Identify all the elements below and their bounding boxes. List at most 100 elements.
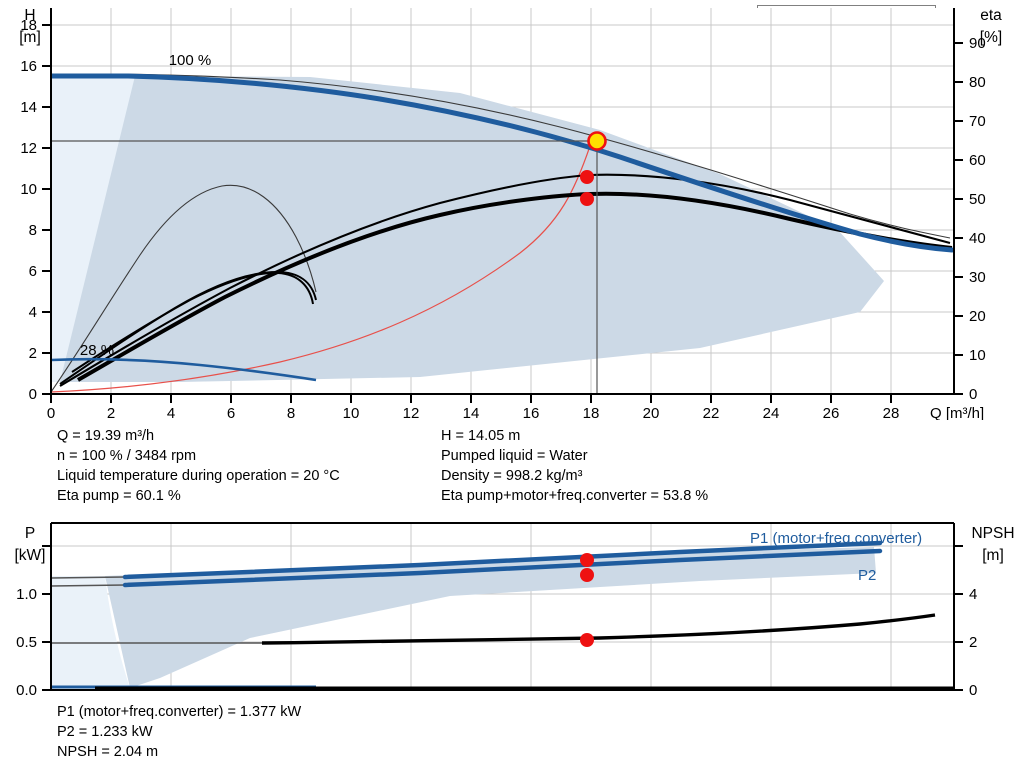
top-y2-axis-unit: [%] — [980, 29, 1002, 46]
curve-npsh — [261, 613, 936, 645]
bottom-y2-tick-labels: 0 2 4 — [969, 586, 977, 698]
bottom-envelope-light — [51, 576, 130, 688]
top-y2-tick-labels: 0 10 20 30 40 50 60 70 80 90 — [969, 35, 986, 403]
duty-point-marker[interactable] — [587, 131, 607, 151]
bottom-y-tick-labels: 0.0 0.5 1.0 — [16, 586, 37, 698]
top-y2-axis-name: eta — [980, 7, 1002, 24]
top-x-tick: 10 — [343, 405, 360, 420]
top-x-tick: 8 — [287, 405, 295, 420]
top-y-tick: 10 — [20, 181, 37, 198]
top-y2-tick: 20 — [969, 308, 986, 325]
curve-red-system — [51, 145, 591, 393]
bottom-y2-ticks — [954, 545, 963, 691]
top-y-tick: 14 — [20, 99, 37, 116]
top-x-tick: 28 — [883, 405, 900, 420]
top-x-tick: 4 — [167, 405, 175, 420]
top-y-tick-labels: 0 2 4 6 8 10 12 14 16 18 — [20, 17, 37, 403]
info-pumped-liquid: Pumped liquid = Water — [441, 448, 588, 464]
info-h: H = 14.05 m — [441, 428, 521, 444]
curve-eta-partial-2 — [59, 270, 317, 385]
top-y2-tick: 70 — [969, 113, 986, 130]
top-y-tick: 18 — [20, 17, 37, 34]
bottom-y-axis-unit: [kW] — [15, 547, 46, 564]
curve-eta-total — [59, 173, 951, 387]
power-npsh-chart: P1 (motor+freq.converter) P2 0.0 0.5 1.0… — [15, 522, 1015, 698]
bottom-y2-axis-name: NPSH — [971, 525, 1014, 542]
top-y2-tick: 80 — [969, 74, 986, 91]
top-y-axis-name: H — [24, 7, 35, 24]
top-y-tick: 16 — [20, 58, 37, 75]
npsh-marker[interactable] — [580, 633, 594, 647]
curve-eta-pump — [77, 191, 953, 382]
info-p1: P1 (motor+freq.converter) = 1.377 kW — [57, 704, 302, 720]
bottom-y-axis-name: P — [25, 525, 35, 542]
top-y2-tick: 0 — [969, 386, 977, 403]
info-liquid-temperature: Liquid temperature during operation = 20… — [57, 468, 340, 484]
info-q: Q = 19.39 m³/h — [57, 428, 155, 444]
top-y2-tick: 30 — [969, 269, 986, 286]
bottom-envelope-main — [105, 547, 876, 688]
bottom-y2-tick: 4 — [969, 586, 977, 603]
curve-p1 — [122, 540, 883, 580]
top-x-tick: 16 — [523, 405, 540, 420]
top-y-tick: 12 — [20, 140, 37, 157]
curve-h-28 — [51, 357, 317, 382]
p1-curve-label: P1 (motor+freq.converter) — [750, 530, 922, 547]
curve-eta-low-speed — [51, 184, 317, 393]
top-envelope-main — [60, 76, 884, 382]
info-eta-pump: Eta pump = 60.1 % — [57, 488, 181, 504]
top-y2-tick: 10 — [969, 347, 986, 364]
top-y-tick: 8 — [29, 222, 37, 239]
top-x-axis-label: Q [m³/h] — [930, 405, 984, 420]
bottom-y-tick: 0.5 — [16, 634, 37, 651]
curve-p2 — [122, 548, 883, 588]
p2-curve-label: P2 — [858, 567, 876, 584]
top-y2-tick: 50 — [969, 191, 986, 208]
top-x-tick: 20 — [643, 405, 660, 420]
p2-marker[interactable] — [580, 568, 594, 582]
bottom-y2-tick: 2 — [969, 634, 977, 651]
top-x-tick: 0 — [47, 405, 55, 420]
top-x-tick: 18 — [583, 405, 600, 420]
top-y2-tick: 60 — [969, 152, 986, 169]
power-info: P1 (motor+freq.converter) = 1.377 kW P2 … — [57, 702, 301, 762]
top-y2-ticks — [954, 42, 963, 395]
info-n: n = 100 % / 3484 rpm — [57, 448, 197, 464]
bottom-y2-axis-unit: [m] — [982, 547, 1004, 564]
bottom-y2-tick: 0 — [969, 682, 977, 698]
bottom-y-tick: 0.0 — [16, 682, 37, 698]
top-x-tick: 14 — [463, 405, 480, 420]
p1-marker[interactable] — [580, 553, 594, 567]
top-y-tick: 2 — [29, 345, 37, 362]
top-x-ticks — [50, 394, 892, 403]
top-y-tick: 6 — [29, 263, 37, 280]
duty-info-right: H = 14.05 m Pumped liquid = Water Densit… — [441, 426, 708, 506]
top-y-tick: 0 — [29, 386, 37, 403]
info-eta-total: Eta pump+motor+freq.converter = 53.8 % — [441, 488, 709, 504]
annotation-28-percent: 28 % — [80, 342, 114, 359]
top-y2-tick: 90 — [969, 35, 986, 52]
top-y-axis-unit: [m] — [19, 29, 41, 46]
info-p2: P2 = 1.233 kW — [57, 724, 153, 740]
top-x-tick: 26 — [823, 405, 840, 420]
top-y-ticks — [42, 24, 51, 395]
top-y-tick: 4 — [29, 304, 37, 321]
annotation-100-percent: 100 % — [169, 52, 212, 69]
info-density: Density = 998.2 kg/m³ — [441, 468, 583, 484]
top-x-tick: 2 — [107, 405, 115, 420]
curve-h-100 — [51, 73, 954, 253]
eta-pump-marker[interactable] — [580, 192, 594, 206]
curve-p2-left — [51, 584, 126, 587]
top-x-tick: 6 — [227, 405, 235, 420]
curve-p1-left — [51, 576, 126, 579]
bottom-y-tick: 1.0 — [16, 586, 37, 603]
bottom-y-ticks — [42, 545, 51, 691]
duty-info-left: Q = 19.39 m³/h n = 100 % / 3484 rpm Liqu… — [57, 426, 340, 506]
head-efficiency-chart: 0 2 4 6 8 10 12 14 16 18 H [m] — [19, 7, 1002, 420]
top-x-tick-labels: 0 2 4 6 8 10 12 14 16 18 20 22 24 26 28 — [47, 405, 900, 420]
eta-total-marker[interactable] — [580, 170, 594, 184]
top-y2-tick: 40 — [969, 230, 986, 247]
top-x-tick: 24 — [763, 405, 780, 420]
info-npsh: NPSH = 2.04 m — [57, 744, 159, 760]
